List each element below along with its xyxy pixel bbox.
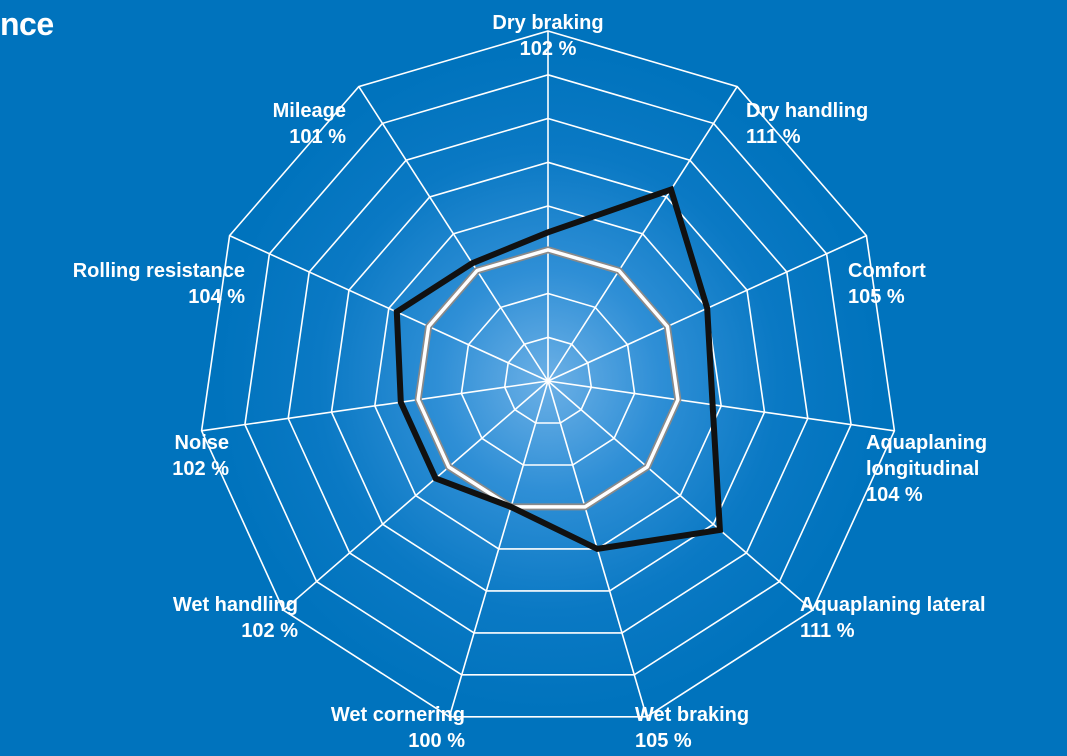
axis-label-value: 101 % (289, 126, 346, 148)
grid-ring (373, 205, 723, 550)
axis-label-value: 104 % (188, 286, 245, 308)
axis-label-name: longitudinal (866, 458, 980, 480)
grid-ring (200, 30, 896, 718)
axis-label-value: 102 % (172, 458, 229, 480)
product-series-line (393, 185, 724, 553)
axis-label-name: Aquaplaning lateral (800, 594, 986, 616)
grid-spoke (547, 380, 814, 611)
axis-label: Wet braking 105 % (635, 702, 749, 754)
grid-ring (244, 73, 852, 676)
grid-spoke (282, 380, 549, 611)
grid-spoke (201, 380, 549, 432)
axis-label-name: Aquaplaning (866, 432, 988, 454)
axis-label-value: 111 % (800, 620, 855, 642)
axis-label: Noise 102 % (172, 430, 229, 482)
grid-ring (287, 117, 809, 634)
axis-label-name: Mileage (272, 100, 346, 122)
axis-label-value: 100 % (408, 730, 465, 752)
axis-label-name: Dry handling (746, 100, 869, 122)
axis-label: Wet handling 102 % (173, 592, 298, 644)
axis-label: Rolling resistance 104 % (73, 258, 245, 310)
axis-label-value: 102 % (241, 620, 298, 642)
axis-label-name: Wet braking (635, 704, 750, 726)
axis-label-value: 105 % (848, 286, 905, 308)
axis-label-name: Noise (174, 432, 229, 454)
chart-title: nce (0, 6, 54, 42)
radar-grid (200, 30, 896, 718)
axis-label: Mileage 101 % (273, 98, 346, 150)
axis-label-name: Wet cornering (330, 704, 465, 726)
grid-ring (503, 336, 593, 424)
grid-spoke (547, 380, 895, 432)
grid-spoke (448, 380, 549, 718)
axis-label: Aquaplaning lateral 111 % (800, 592, 986, 644)
grid-spoke (547, 86, 738, 382)
axis-label: Wet cornering 100 % (331, 702, 465, 754)
grid-spoke (358, 86, 549, 382)
grid-ring (460, 292, 636, 466)
reference-series-line (416, 248, 680, 509)
axis-label: Aquaplaning longitudinal 104 % (866, 430, 987, 508)
axis-label-name: Comfort (848, 260, 926, 282)
axis-label-name: Wet handling (172, 594, 298, 616)
grid-ring (330, 161, 766, 592)
axis-label: Comfort 105 % (848, 258, 926, 310)
axis-label-value: 111 % (746, 126, 801, 148)
axis-label-name: Rolling resistance (72, 260, 245, 282)
radar-series (393, 185, 724, 553)
axis-label: Dry braking 102 % (492, 10, 603, 62)
axis-label-value: 104 % (866, 484, 923, 506)
axis-label: Dry handling 111 % (746, 98, 868, 150)
grid-spoke (229, 234, 549, 382)
axis-label-value: 102 % (519, 38, 577, 60)
axis-label-name: Dry braking (492, 12, 604, 34)
axis-label-value: 105 % (635, 730, 692, 752)
